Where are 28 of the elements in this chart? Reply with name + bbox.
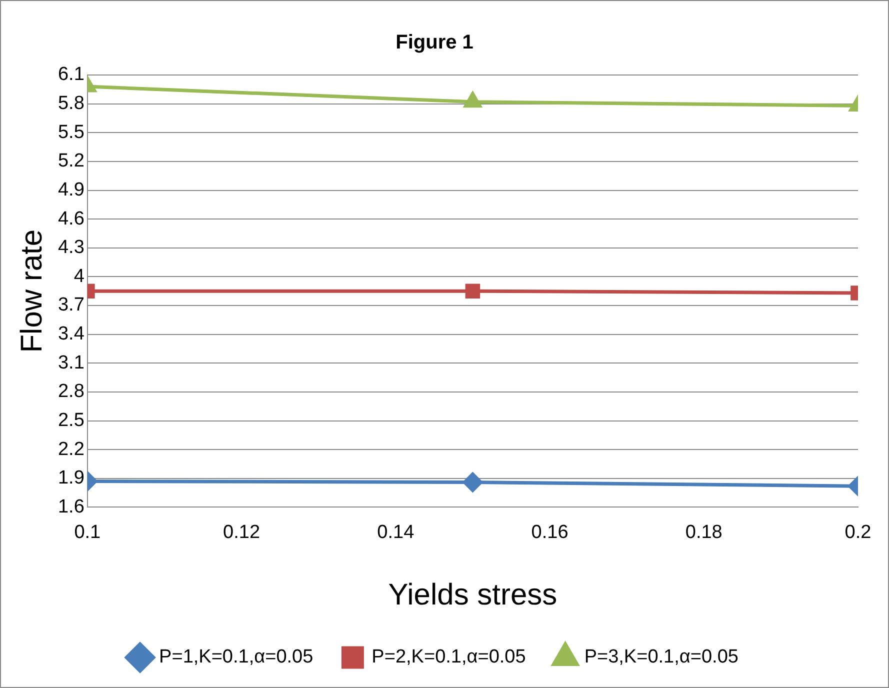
y-tick-label: 3.1 (58, 352, 84, 374)
y-tick-label: 3.7 (58, 294, 84, 316)
y-tick-label: 6.1 (58, 64, 84, 86)
y-tick-label: 5.8 (58, 93, 84, 114)
y-tick-label: 3.4 (58, 324, 85, 345)
x-tick-label: 0.1 (74, 522, 101, 543)
y-tick-label: 1.6 (58, 496, 84, 518)
legend-label: P=2,K=0.1,α=0.05 (372, 646, 526, 668)
y-tick-label: 5.2 (58, 150, 84, 172)
x-tick-label: 0.16 (531, 522, 568, 543)
y-tick-label: 2.2 (58, 438, 84, 460)
chart-title: Figure 1 (396, 32, 474, 54)
y-tick-label: 4.9 (58, 179, 84, 200)
y-tick-label: 5.5 (58, 122, 84, 143)
y-tick-label: 2.5 (58, 410, 84, 431)
y-tick-label: 4.3 (58, 237, 84, 258)
legend-label: P=1,K=0.1,α=0.05 (159, 646, 314, 668)
x-tick-label: 0.18 (685, 522, 722, 543)
x-tick-label: 0.14 (377, 522, 415, 543)
y-axis-title: Flow rate (15, 229, 48, 353)
x-tick-label: 0.12 (223, 522, 260, 543)
x-axis-title: Yields stress (388, 578, 558, 612)
y-tick-label: 4.6 (58, 208, 84, 230)
y-tick-label: 4 (74, 266, 85, 287)
x-tick-label: 0.2 (844, 522, 872, 543)
y-tick-label: 2.8 (58, 381, 84, 402)
legend-label: P=3,K=0.1,α=0.05 (584, 646, 738, 668)
y-tick-label: 1.9 (58, 468, 84, 489)
